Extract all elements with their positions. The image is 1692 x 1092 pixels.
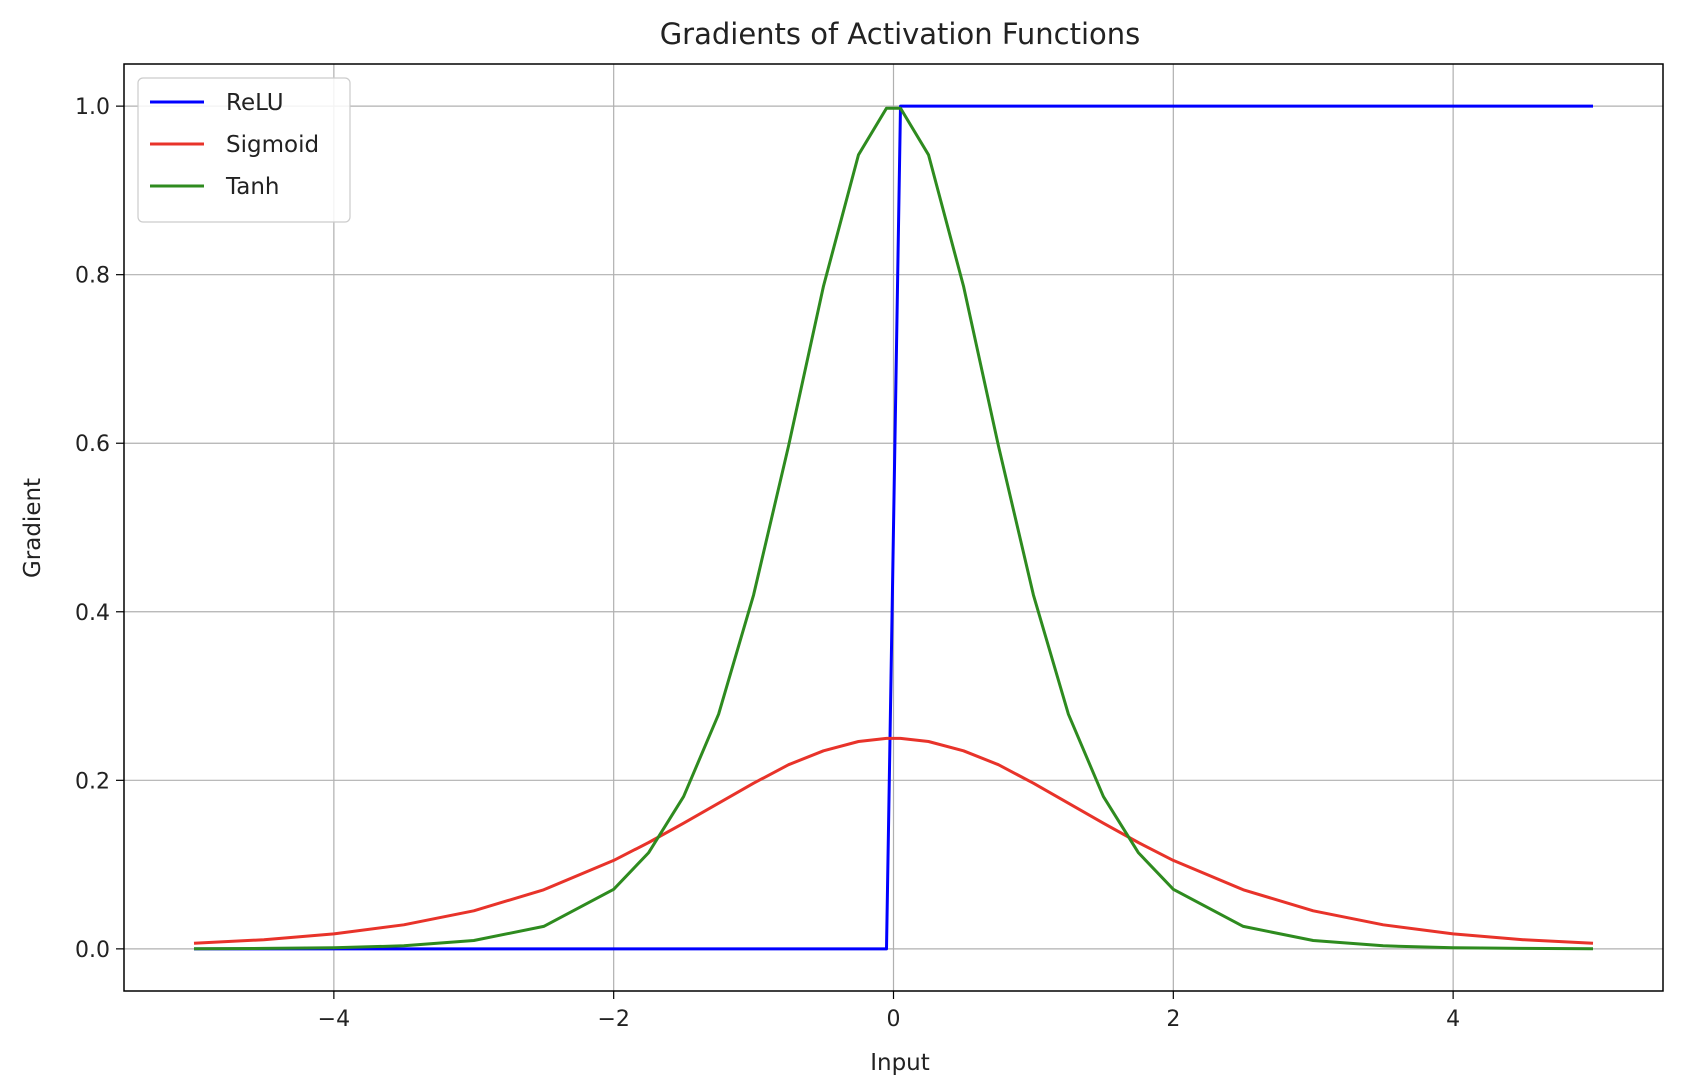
series-line-relu xyxy=(194,104,1593,951)
y-tick-label: 0.0 xyxy=(75,938,110,963)
x-tick-label: 4 xyxy=(1446,1007,1460,1032)
y-tick-label: 0.6 xyxy=(75,432,110,457)
legend-label: ReLU xyxy=(226,90,284,116)
series-lines xyxy=(193,104,1594,951)
y-tick-label: 1.0 xyxy=(75,95,110,120)
y-axis-label: Gradient xyxy=(20,478,46,578)
series-line-sigmoid xyxy=(193,736,1594,945)
y-tick-label: 0.4 xyxy=(75,601,110,626)
legend: ReLU Sigmoid Tanh xyxy=(137,77,351,223)
y-tick-label: 0.2 xyxy=(75,769,110,794)
x-tick-label: 2 xyxy=(1166,1007,1180,1032)
x-tick-label: −2 xyxy=(597,1007,629,1032)
legend-label: Tanh xyxy=(225,174,280,200)
y-tick-label: 0.8 xyxy=(75,264,110,289)
legend-label: Sigmoid xyxy=(226,132,319,158)
x-tick-label: 0 xyxy=(887,1007,901,1032)
x-axis-label: Input xyxy=(870,1050,930,1076)
x-tick-label: −4 xyxy=(318,1007,350,1032)
series-line-tanh xyxy=(193,106,1594,951)
chart-title: Gradients of Activation Functions xyxy=(660,17,1141,51)
ticks: −4 −2 0 2 4 0.0 0.2 0.4 0.6 0.8 1.0 xyxy=(75,95,1460,1032)
